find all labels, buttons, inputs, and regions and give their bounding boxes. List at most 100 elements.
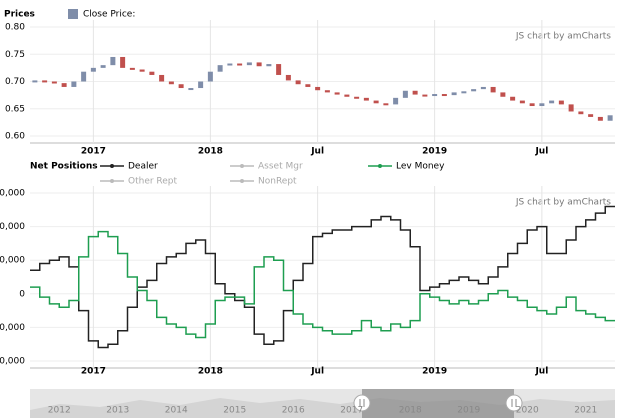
candle: [578, 111, 584, 115]
scrollbar-selection[interactable]: [362, 389, 514, 418]
candle: [539, 103, 545, 107]
candle: [588, 114, 594, 117]
chart-title: Prices: [4, 10, 35, 20]
legend-label: Dealer: [128, 162, 158, 172]
scrollbar-label: 2019: [457, 406, 480, 416]
scrollbar-label: 2014: [165, 406, 188, 416]
candle: [207, 71, 213, 82]
candle: [100, 65, 106, 68]
candle: [490, 86, 496, 93]
legend-marker: [378, 164, 382, 168]
legend-label: Other Rept: [128, 177, 178, 187]
scrollbar-label: 2015: [223, 406, 246, 416]
candle: [480, 86, 486, 90]
x-tick-label: Jul: [310, 367, 324, 377]
candle: [285, 74, 291, 81]
candle: [500, 92, 506, 97]
y-tick-label: 0.80: [5, 23, 25, 33]
x-tick-label: 2017: [81, 147, 106, 157]
y-tick-label: 10,000: [0, 256, 25, 266]
candle: [471, 89, 477, 92]
y-tick-label: -20,000: [0, 357, 25, 367]
credit: JS chart by amCharts: [515, 32, 611, 42]
candle: [441, 94, 447, 97]
candle: [315, 86, 321, 91]
candle: [120, 56, 126, 68]
legend-marker: [240, 179, 244, 183]
x-tick-label: 2017: [81, 367, 106, 377]
legend-swatch: [68, 9, 78, 19]
candle: [324, 90, 330, 93]
candle: [461, 91, 467, 94]
x-tick-label: 2019: [422, 147, 447, 157]
x-tick-label: 2018: [198, 147, 223, 157]
y-tick-label: 0.65: [5, 104, 25, 114]
legend-marker: [110, 179, 114, 183]
candle: [354, 96, 360, 99]
x-tick-label: 2018: [198, 367, 223, 377]
step-line: [30, 230, 615, 339]
x-tick-label: Jul: [310, 147, 324, 157]
scrollbar-label: 2013: [106, 406, 129, 416]
candle: [110, 56, 116, 66]
candle: [393, 97, 399, 105]
scrollbar-label: 2018: [399, 406, 422, 416]
candle: [237, 63, 243, 66]
candle: [276, 64, 282, 75]
candle: [198, 81, 204, 89]
scrollbar-label: 2020: [516, 406, 539, 416]
candle: [188, 88, 194, 91]
candle: [373, 100, 379, 104]
y-tick-label: 20,000: [0, 222, 25, 232]
candle: [178, 84, 184, 89]
credit: JS chart by amCharts: [515, 198, 611, 208]
candle: [402, 90, 408, 98]
candle: [51, 81, 57, 84]
y-tick-label: 0.75: [5, 50, 25, 60]
candle: [217, 65, 223, 72]
candle: [451, 92, 457, 96]
candle: [558, 100, 564, 105]
candle: [295, 80, 301, 85]
candle: [149, 71, 155, 75]
candle: [256, 62, 262, 67]
candle: [432, 94, 438, 97]
scrollbar-label: 2016: [282, 406, 305, 416]
candle: [129, 67, 135, 70]
scrollbar-label: 2021: [574, 406, 597, 416]
candle: [510, 96, 516, 101]
scrollbar-grip[interactable]: [505, 394, 523, 412]
candle: [168, 81, 174, 85]
step-line: [30, 205, 615, 349]
candle: [90, 67, 96, 72]
legend-label: Close Price:: [83, 10, 135, 20]
candle: [549, 100, 555, 104]
candle: [529, 103, 535, 107]
candle: [42, 80, 48, 83]
candle: [383, 103, 389, 106]
legend-marker: [240, 164, 244, 168]
y-tick-label: -10,000: [0, 323, 25, 333]
candle: [412, 90, 418, 95]
candle: [344, 94, 350, 97]
candle: [71, 81, 77, 87]
x-tick-label: 2019: [422, 367, 447, 377]
y-tick-label: 0: [19, 289, 25, 299]
candle: [568, 104, 574, 112]
legend-label: Asset Mgr: [258, 162, 303, 172]
candle: [334, 92, 340, 95]
legend-label: NonRept: [258, 177, 297, 187]
scrollbar-grip[interactable]: [353, 394, 371, 412]
candle: [246, 62, 252, 66]
scrollbar-label: 2012: [48, 406, 71, 416]
chart-title: Net Positions: [30, 162, 98, 172]
x-tick-label: Jul: [534, 147, 548, 157]
scrollbar-label: 2017: [340, 406, 363, 416]
candle: [519, 100, 525, 104]
candle: [607, 115, 613, 121]
candle: [139, 69, 145, 72]
candle: [597, 116, 603, 121]
candle: [363, 97, 369, 101]
candle: [32, 80, 38, 83]
